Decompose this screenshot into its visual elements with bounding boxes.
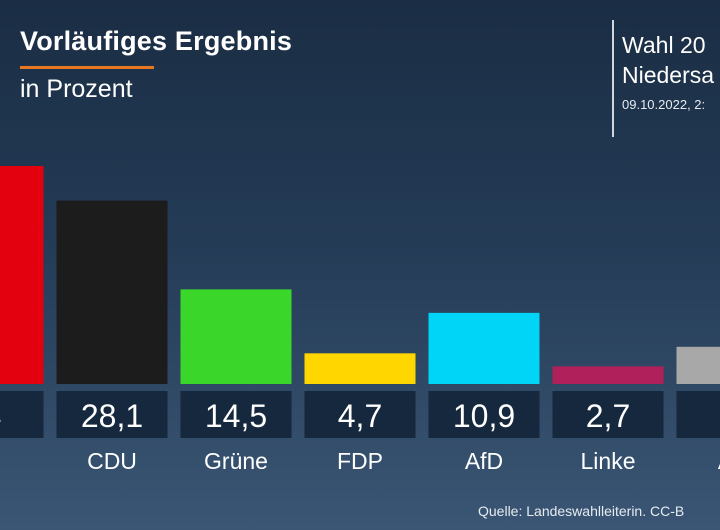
category-label-afd: AfD (465, 448, 503, 474)
value-box-afd (428, 391, 540, 438)
category-label-fdp: FDP (337, 448, 383, 474)
value-box-linke (552, 391, 664, 438)
value-box-fdp (304, 391, 416, 438)
value-box-cdu (56, 391, 168, 438)
chart-subtitle: in Prozent (20, 75, 133, 103)
election-name: Wahl 20 Niedersa (622, 30, 714, 90)
category-label-andere: An (718, 448, 720, 474)
category-label-cdu: CDU (87, 448, 137, 474)
category-label-linke: Linke (581, 448, 636, 474)
category-label-grüne: Grüne (204, 448, 268, 474)
value-label-cdu: 28,1 (81, 398, 143, 434)
header-divider (612, 20, 614, 137)
bar-linke (552, 366, 664, 384)
bar-fdp (304, 353, 416, 384)
value-label-grüne: 14,5 (205, 398, 267, 434)
value-box-andere (676, 391, 720, 438)
bar-andere (676, 346, 720, 384)
value-label-spd: ,4 (0, 398, 1, 434)
title-underline (20, 66, 154, 69)
chart-title: Vorläufiges Ergebnis (20, 26, 293, 56)
election-line-1: Wahl 20 (622, 32, 706, 58)
value-label-afd: 10,9 (453, 398, 515, 434)
value-label-linke: 2,7 (586, 398, 630, 434)
election-line-2: Niedersa (622, 62, 715, 88)
source-note: Quelle: Landeswahlleiterin. CC-B (478, 503, 685, 519)
bar-cdu (56, 200, 168, 384)
value-label-fdp: 4,7 (338, 398, 382, 434)
value-box-grüne (180, 391, 292, 438)
value-box-spd (0, 391, 44, 438)
timestamp: 09.10.2022, 2: (622, 97, 706, 112)
bar-spd (0, 166, 44, 384)
bar-afd (428, 312, 540, 384)
bar-grüne (180, 289, 292, 384)
